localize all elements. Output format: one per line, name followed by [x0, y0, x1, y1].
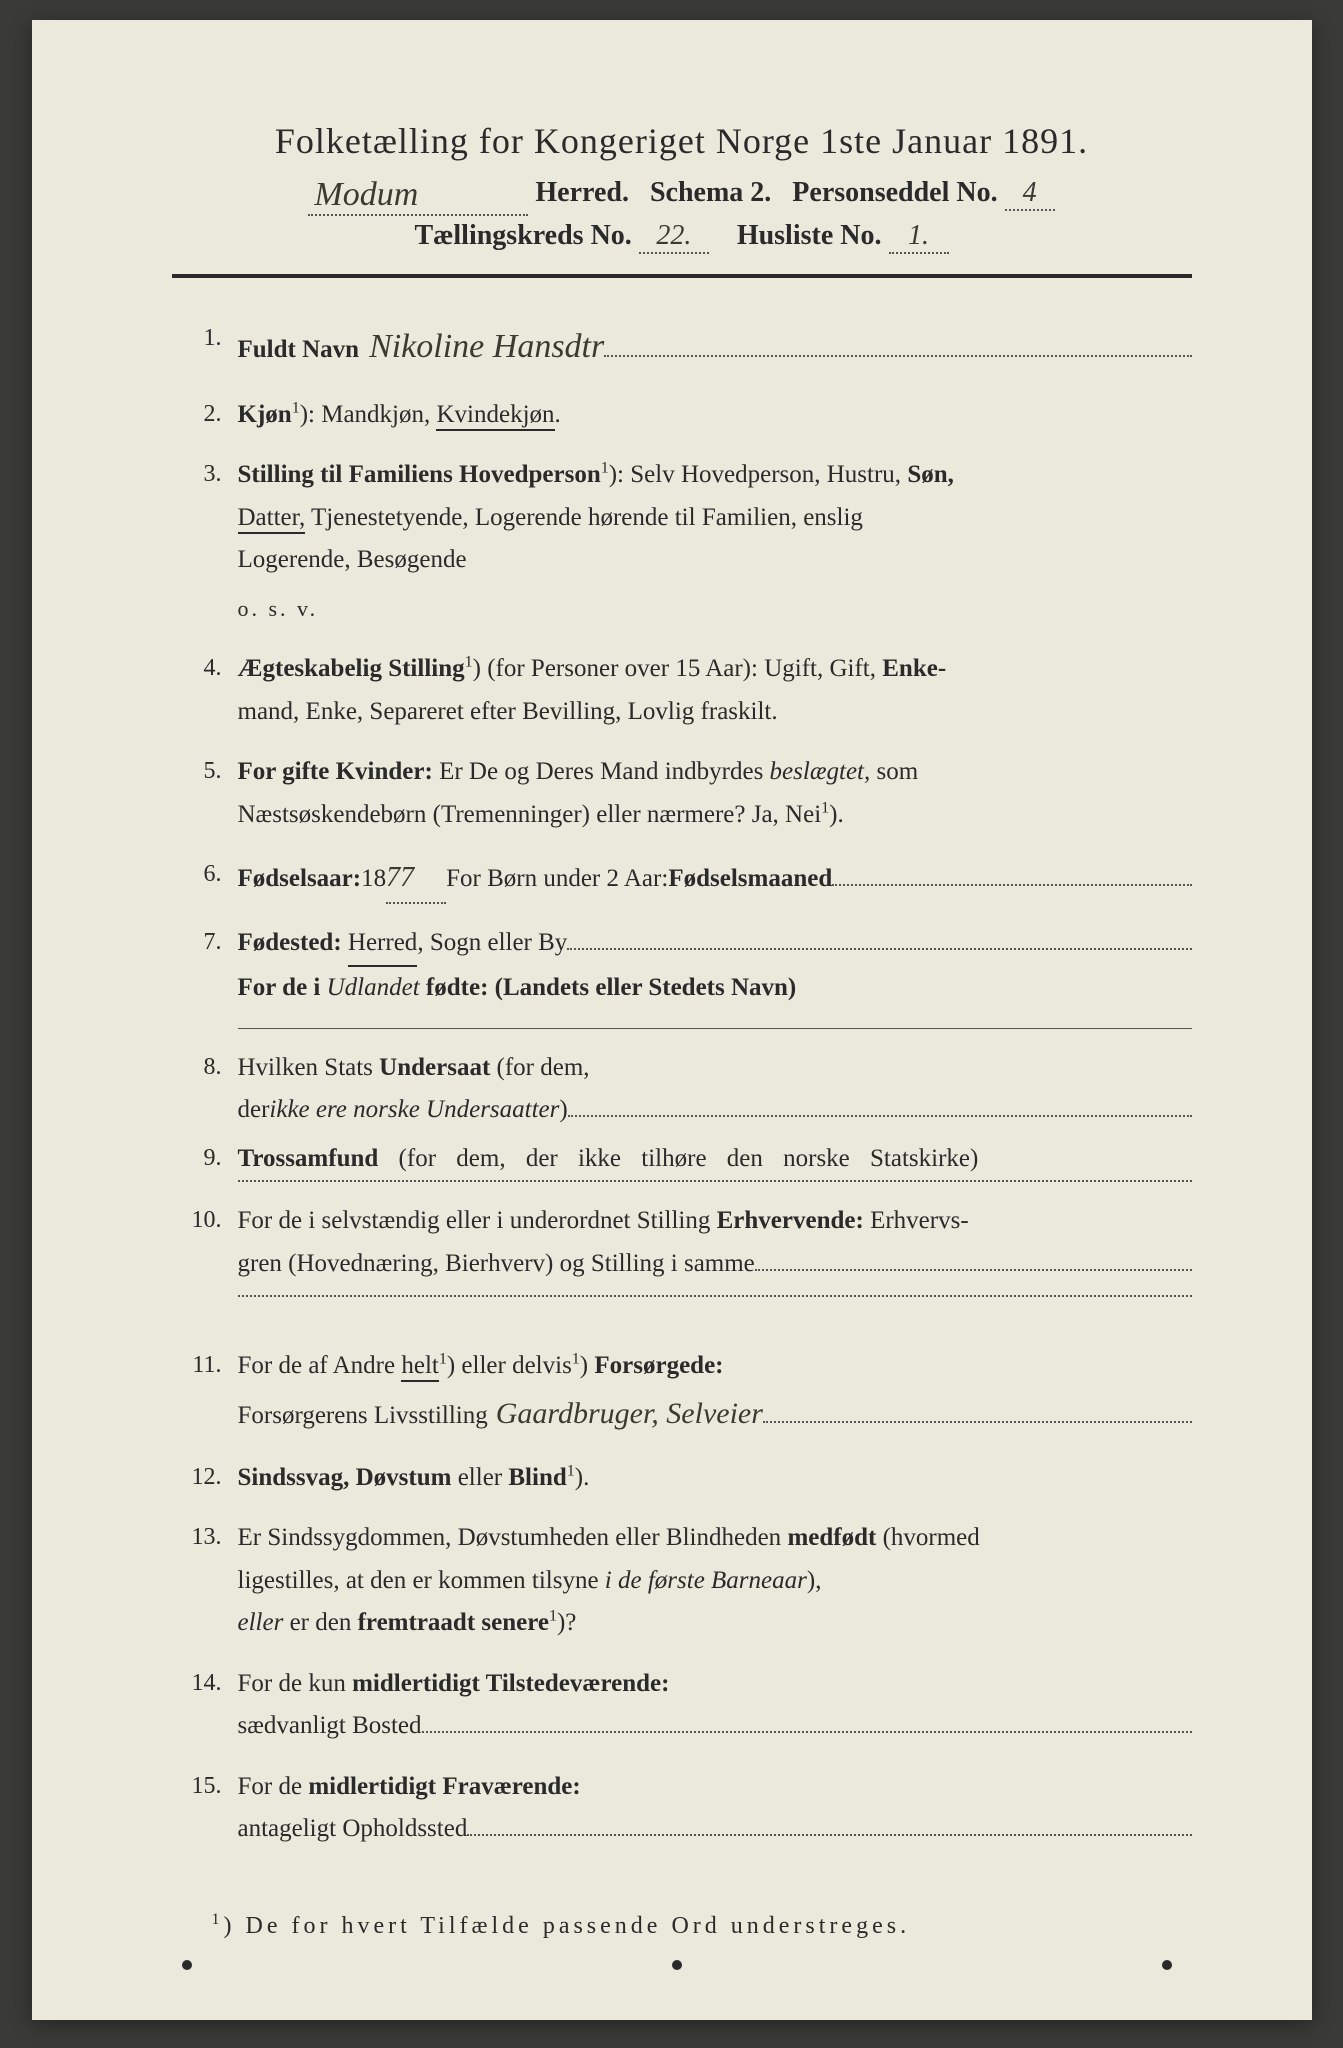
husliste-no: 1. — [889, 220, 949, 254]
schema-label: Schema 2. — [650, 177, 771, 208]
item-15: 15. For de midlertidigt Fraværende: anta… — [182, 1766, 1192, 1851]
item-2: 2. Kjøn1): Mandkjøn, Kvindekjøn. — [182, 394, 1192, 437]
datter-underlined: Datter, — [238, 504, 306, 534]
item-7-label: Fødested: — [238, 922, 342, 965]
item-11-num: 11. — [182, 1345, 238, 1439]
item-5: 5. For gifte Kvinder: Er De og Deres Man… — [182, 751, 1192, 836]
header-rule — [172, 274, 1192, 278]
item-12-label: Sindssvag, Døvstum — [238, 1464, 452, 1491]
item-12-num: 12. — [182, 1457, 238, 1500]
item-1: 1. Fuldt Navn Nikoline Hansdtr — [182, 318, 1192, 376]
form-items: 1. Fuldt Navn Nikoline Hansdtr 2. Kjøn1)… — [172, 318, 1192, 1851]
kreds-no: 22. — [639, 220, 709, 254]
item-1-label: Fuldt Navn — [238, 329, 360, 372]
form-header: Folketælling for Kongeriget Norge 1ste J… — [172, 120, 1192, 254]
item-15-num: 15. — [182, 1766, 238, 1851]
punch-mark-right — [1162, 1960, 1172, 1970]
item-6-label-a: Fødselsaar: — [238, 858, 362, 901]
herred-handwritten: Modum — [308, 176, 528, 216]
census-form-page: Folketælling for Kongeriget Norge 1ste J… — [32, 20, 1312, 2020]
item-4-label: Ægteskabelig Stilling — [238, 655, 465, 682]
item-12: 12. Sindssvag, Døvstum eller Blind1). — [182, 1457, 1192, 1500]
form-title: Folketælling for Kongeriget Norge 1ste J… — [172, 120, 1192, 162]
item-1-value: Nikoline Hansdtr — [369, 318, 604, 376]
forsorger-hand: Gaardbruger, Selveier — [496, 1388, 763, 1439]
kreds-label: Tællingskreds No. — [414, 220, 631, 251]
item-8: 8. Hvilken Stats Undersaat (for dem, der… — [182, 1047, 1192, 1132]
item-9: 9. Trossamfund (for dem, der ikke tilhør… — [182, 1138, 1192, 1183]
personseddel-no: 4 — [1005, 177, 1055, 211]
item-14: 14. For de kun midlertidigt Tilstedevære… — [182, 1663, 1192, 1748]
item-9-num: 9. — [182, 1138, 238, 1183]
item-13: 13. Er Sindssygdommen, Døvstumheden elle… — [182, 1517, 1192, 1645]
item-3-label: Stilling til Familiens Hovedperson — [238, 461, 601, 488]
item-2-label: Kjøn — [238, 401, 292, 428]
footnote: 1) De for hvert Tilfælde passende Ord un… — [172, 1911, 1192, 1940]
punch-mark-left — [182, 1960, 192, 1970]
item-6: 6. Fødselsaar: 1877 For Børn under 2 Aar… — [182, 854, 1192, 904]
herred-label: Herred. — [535, 177, 629, 208]
item-4: 4. Ægteskabelig Stilling1) (for Personer… — [182, 648, 1192, 733]
mid-rule — [238, 1028, 1192, 1029]
item-10: 10. For de i selvstændig eller i underor… — [182, 1200, 1192, 1327]
item-7: 7. Fødested: Herred, Sogn eller By For d… — [182, 922, 1192, 1010]
punch-mark-center — [672, 1960, 682, 1970]
header-line-3: Tællingskreds No. 22. Husliste No. 1. — [172, 220, 1192, 254]
osv-label: o. s. v. — [238, 590, 319, 627]
birth-year: 77 — [386, 854, 446, 904]
herred-underlined: Herred — [348, 922, 417, 968]
item-6-num: 6. — [182, 854, 238, 904]
item-5-label: For gifte Kvinder: — [238, 758, 433, 785]
item-3: 3. Stilling til Familiens Hovedperson1):… — [182, 454, 1192, 630]
item-4-num: 4. — [182, 648, 238, 733]
personseddel-label: Personseddel No. — [792, 177, 997, 208]
item-10-num: 10. — [182, 1200, 238, 1327]
item-1-num: 1. — [182, 318, 238, 376]
item-9-label: Trossamfund — [238, 1145, 379, 1172]
item-5-num: 5. — [182, 751, 238, 836]
dotted-fill — [604, 355, 1191, 357]
kvindekjon-underlined: Kvindekjøn — [436, 401, 554, 431]
header-line-2: Modum Herred. Schema 2. Personseddel No.… — [172, 172, 1192, 212]
husliste-label: Husliste No. — [737, 220, 882, 251]
item-13-num: 13. — [182, 1517, 238, 1645]
item-3-num: 3. — [182, 454, 238, 630]
item-8-num: 8. — [182, 1047, 238, 1132]
footnote-text: ) De for hvert Tilfælde passende Ord und… — [224, 1913, 911, 1939]
item-11: 11. For de af Andre helt1) eller delvis1… — [182, 1345, 1192, 1439]
item-2-num: 2. — [182, 394, 238, 437]
item-7-num: 7. — [182, 922, 238, 1010]
item-14-num: 14. — [182, 1663, 238, 1748]
